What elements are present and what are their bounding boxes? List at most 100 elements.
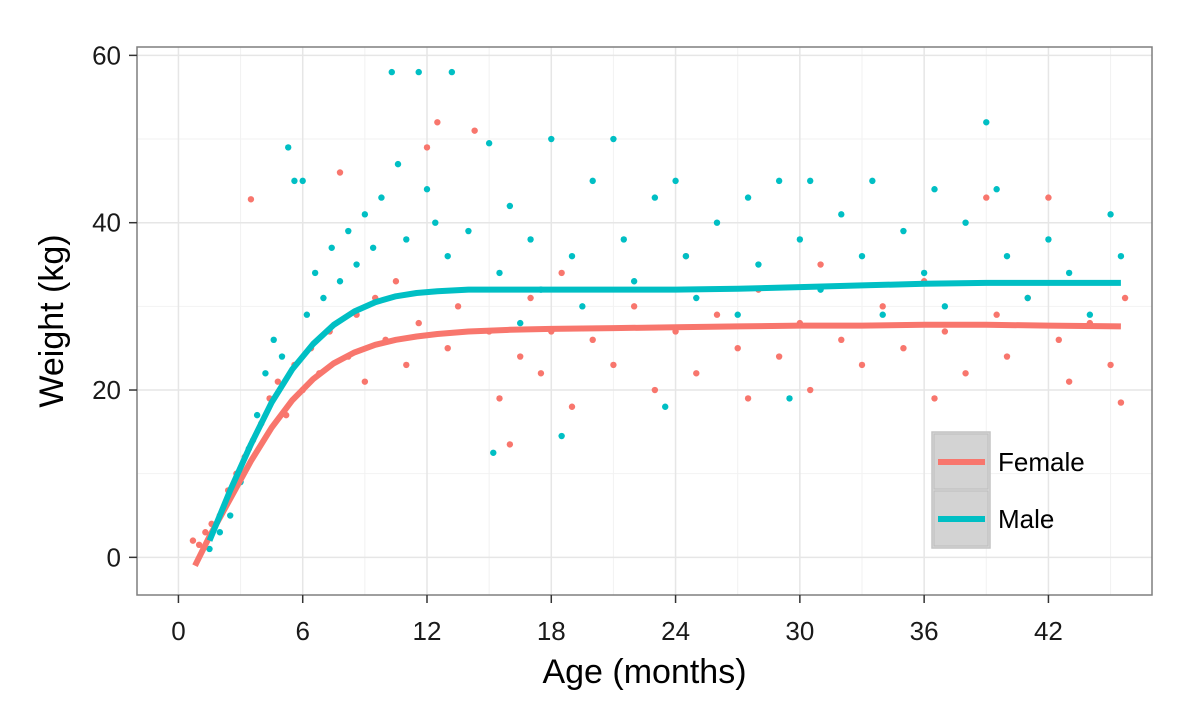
y-axis-ticks: 0 20 40 60: [92, 40, 137, 572]
trend-layer: [192, 279, 1121, 568]
point-male: [548, 135, 555, 143]
point-female: [630, 303, 638, 310]
point-male: [869, 177, 876, 185]
x-tick-label: 42: [1034, 616, 1063, 646]
point-female: [713, 311, 721, 318]
point-male: [1086, 311, 1094, 318]
point-male: [807, 177, 814, 185]
point-female: [879, 303, 886, 310]
point-male: [1024, 294, 1031, 302]
point-male: [311, 269, 319, 277]
point-male: [713, 219, 721, 226]
point-female: [454, 303, 462, 310]
point-female: [775, 353, 783, 360]
point-male: [527, 236, 534, 243]
point-female: [506, 441, 514, 448]
point-male: [879, 311, 886, 318]
point-male: [610, 135, 617, 143]
point-female: [189, 537, 197, 544]
point-female: [1055, 336, 1062, 344]
point-female: [361, 378, 369, 385]
point-female: [1117, 399, 1125, 406]
point-male: [278, 353, 286, 360]
point-male: [983, 119, 990, 126]
point-male: [345, 227, 352, 235]
point-female: [589, 336, 596, 344]
legend-label-male: Male: [998, 504, 1054, 534]
y-tick-label: 0: [107, 542, 121, 572]
point-male: [496, 269, 503, 277]
point-male: [1107, 211, 1114, 218]
trend-line-male: [206, 279, 1121, 542]
point-male: [693, 294, 700, 302]
point-female: [403, 361, 410, 369]
point-male: [796, 236, 804, 243]
point-male: [303, 311, 311, 318]
point-male: [394, 160, 402, 168]
point-male: [369, 244, 377, 251]
point-female: [651, 386, 659, 394]
points-layer: [189, 68, 1129, 553]
x-tick-label: 6: [295, 616, 309, 646]
point-female: [1003, 353, 1011, 360]
point-male: [328, 244, 335, 251]
y-tick-label: 20: [92, 375, 121, 405]
point-female: [734, 344, 741, 352]
point-male: [858, 252, 866, 260]
point-male: [662, 403, 669, 410]
point-male: [744, 194, 752, 201]
point-male: [1045, 236, 1052, 243]
point-female: [195, 541, 203, 549]
point-male: [838, 211, 845, 218]
point-male: [900, 227, 907, 235]
point-female: [931, 395, 938, 402]
point-male: [253, 411, 261, 419]
point-female: [496, 395, 503, 402]
point-female: [1045, 194, 1052, 201]
point-female: [517, 353, 524, 360]
point-male: [1117, 252, 1125, 260]
point-female: [1121, 294, 1129, 302]
point-male: [941, 303, 949, 310]
point-female: [817, 261, 824, 268]
point-male: [920, 269, 928, 277]
x-axis-ticks: 0 6 12 18 24 30 36 42: [171, 595, 1063, 646]
x-tick-label: 30: [785, 616, 814, 646]
y-axis-title: Weight (kg): [33, 234, 71, 407]
point-female: [838, 336, 845, 344]
point-female: [471, 127, 478, 134]
point-male: [270, 336, 277, 344]
y-tick-label: 40: [92, 208, 121, 238]
point-female: [423, 144, 431, 151]
point-male: [485, 140, 493, 147]
point-male: [620, 236, 627, 243]
point-male: [299, 177, 306, 185]
x-tick-label: 24: [661, 616, 690, 646]
x-tick-label: 18: [537, 616, 566, 646]
point-male: [630, 278, 638, 285]
point-male: [993, 186, 1000, 193]
point-female: [415, 319, 422, 327]
point-male: [291, 177, 298, 185]
point-male: [1065, 269, 1073, 277]
point-male: [517, 319, 524, 327]
x-tick-label: 12: [413, 616, 442, 646]
point-female: [807, 386, 814, 394]
point-male: [734, 311, 741, 318]
point-female: [568, 403, 576, 410]
point-male: [227, 512, 234, 519]
point-male: [262, 370, 269, 377]
point-female: [444, 344, 451, 352]
point-female: [610, 361, 617, 369]
point-male: [465, 227, 472, 235]
point-male: [568, 252, 576, 260]
x-tick-label: 0: [171, 616, 185, 646]
point-female: [247, 196, 255, 203]
point-male: [444, 252, 451, 260]
point-male: [206, 545, 213, 553]
point-male: [285, 144, 292, 151]
point-male: [378, 194, 385, 201]
point-female: [558, 269, 565, 277]
